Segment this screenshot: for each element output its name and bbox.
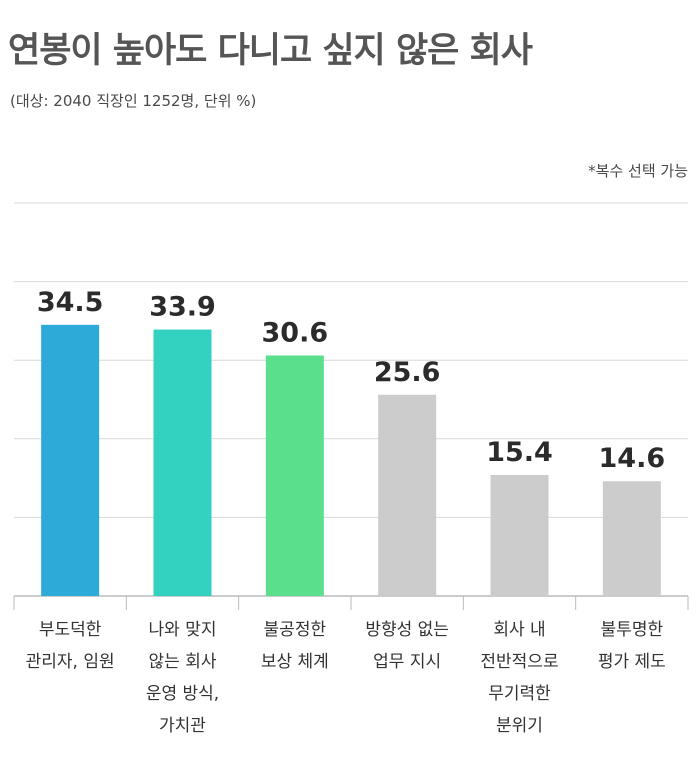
category-label: 방향성 없는 업무 지시: [365, 620, 449, 672]
bar: [153, 329, 212, 596]
chart-title: 연봉이 높아도 다니고 싶지 않은 회사: [8, 31, 533, 71]
category-label: 불투명한 평가 제도: [597, 620, 666, 672]
category-label: 회사 내 전반적으로 무기력한 분위기: [480, 620, 559, 736]
category-label: 나와 맞지 않는 회사 운영 방식, 가치관: [145, 620, 220, 736]
data-label: 14.6: [599, 443, 666, 474]
data-label: 30.6: [262, 317, 329, 348]
category-label: 부도덕한 관리자, 임원: [25, 620, 115, 672]
data-label: 33.9: [149, 292, 216, 323]
bar: [378, 394, 437, 596]
chart-subtitle: (대상: 2040 직장인 1252명, 단위 %): [10, 92, 257, 110]
bar: [602, 481, 661, 596]
bar: [265, 355, 324, 596]
data-label: 34.5: [37, 287, 104, 318]
category-label: 불공정한 보상 체계: [260, 620, 329, 672]
bar: [41, 324, 100, 596]
data-label: 15.4: [486, 437, 553, 468]
bar: [490, 474, 549, 596]
chart-note: *복수 선택 가능: [588, 162, 688, 180]
data-label: 25.6: [374, 357, 441, 388]
